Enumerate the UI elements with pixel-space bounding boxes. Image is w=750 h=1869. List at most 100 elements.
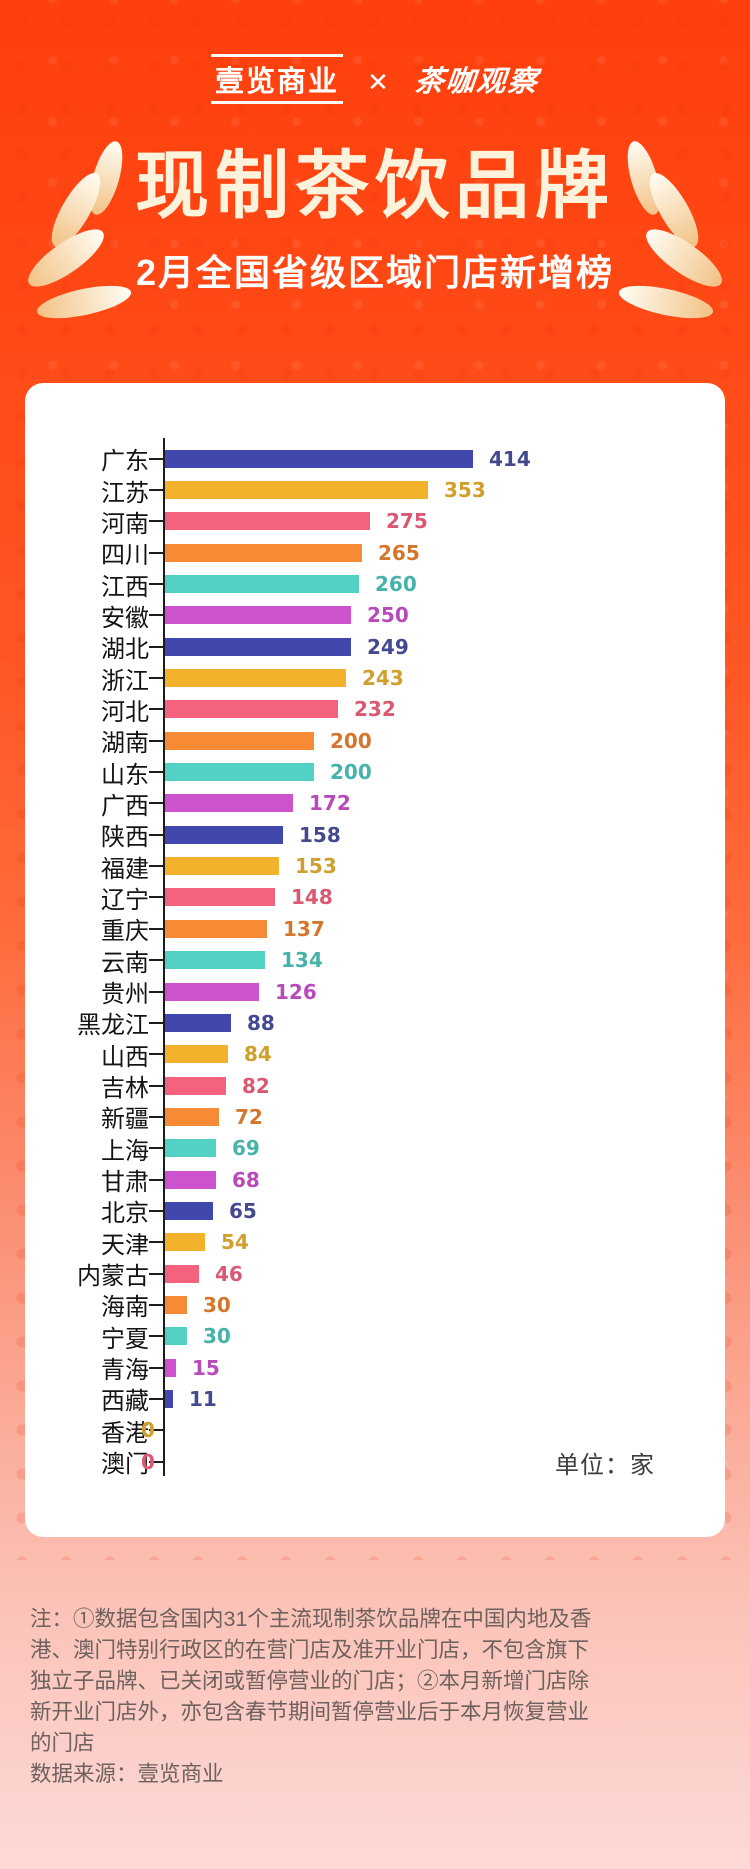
bar <box>165 543 362 562</box>
category-label: 上海 <box>101 1137 149 1165</box>
category-label: 湖北 <box>101 636 149 664</box>
category-label: 澳门 <box>101 1451 149 1479</box>
axis-tick <box>149 896 163 899</box>
value-label: 414 <box>489 446 531 471</box>
chart-row: 福建 153 <box>25 850 725 883</box>
bar <box>165 825 283 844</box>
bar <box>165 700 338 719</box>
axis-tick <box>149 1460 163 1463</box>
bar <box>165 919 267 938</box>
bar <box>165 1139 216 1158</box>
category-label: 广东 <box>101 448 149 476</box>
bar <box>165 1170 216 1189</box>
axis-tick <box>149 520 163 523</box>
unit-label: 单位：家 <box>555 1452 655 1479</box>
chart-row: 江西 260 <box>25 568 725 601</box>
category-label: 贵州 <box>101 981 149 1009</box>
axis-tick <box>149 489 163 492</box>
chart-row: 广东 414 <box>25 443 725 476</box>
category-label: 海南 <box>101 1294 149 1322</box>
bar <box>165 857 279 876</box>
bar <box>165 763 314 782</box>
chart-row: 辽宁 148 <box>25 882 725 914</box>
footer-notes: 注：①数据包含国内31个主流现制茶饮品牌在中国内地及香 港、澳门特别行政区的在营… <box>30 1604 710 1790</box>
bar <box>165 1327 187 1346</box>
axis-tick <box>149 457 163 460</box>
chart-row: 云南 134 <box>25 945 725 977</box>
value-label: 46 <box>215 1261 243 1286</box>
category-label: 甘肃 <box>101 1169 149 1197</box>
category-label: 山西 <box>101 1043 149 1071</box>
y-axis-line <box>163 438 165 1476</box>
category-label: 天津 <box>101 1231 149 1259</box>
chart-row: 湖南 200 <box>25 725 725 758</box>
bar <box>165 637 351 656</box>
chart-row: 河北 232 <box>25 694 725 726</box>
value-label: 68 <box>232 1167 260 1192</box>
category-label: 辽宁 <box>101 886 149 914</box>
axis-tick <box>149 677 163 680</box>
bar-chart: 广东 414 江苏 353 河南 275 四川 265 江西 260 安徽 250 湖北 249 浙江 243… <box>25 443 725 1479</box>
axis-tick <box>149 1335 163 1338</box>
axis-tick <box>149 990 163 993</box>
chart-row: 新疆 72 <box>25 1101 725 1134</box>
value-label: 0 <box>141 1449 155 1474</box>
axis-tick <box>149 708 163 711</box>
bar <box>165 1107 219 1126</box>
category-label: 广西 <box>101 792 149 820</box>
chart-row: 吉林 82 <box>25 1070 725 1103</box>
bar <box>165 575 359 594</box>
axis-tick <box>149 959 163 962</box>
value-label: 0 <box>141 1418 155 1443</box>
chart-row: 内蒙古 46 <box>25 1258 725 1291</box>
note-line: 独立子品牌、已关闭或暂停营业的门店；②本月新增门店除 <box>30 1669 590 1693</box>
axis-tick <box>149 771 163 774</box>
bar <box>165 481 428 500</box>
value-label: 30 <box>203 1292 231 1317</box>
category-label: 湖南 <box>101 730 149 758</box>
axis-tick <box>149 833 163 836</box>
bar <box>165 1201 213 1220</box>
chart-row: 澳门 0 <box>25 1446 725 1479</box>
axis-tick <box>149 1209 163 1212</box>
category-label: 云南 <box>101 949 149 977</box>
category-label: 山东 <box>101 761 149 789</box>
note-line: 的门店 <box>30 1731 95 1755</box>
chart-row: 青海 15 <box>25 1352 725 1385</box>
value-label: 72 <box>235 1104 263 1129</box>
bar <box>165 1295 187 1314</box>
value-label: 137 <box>283 916 325 941</box>
bar <box>165 731 314 750</box>
category-label: 北京 <box>101 1200 149 1228</box>
axis-tick <box>149 927 163 930</box>
value-label: 11 <box>189 1386 217 1411</box>
chart-row: 海南 30 <box>25 1289 725 1322</box>
axis-tick <box>149 1303 163 1306</box>
axis-tick <box>149 802 163 805</box>
category-label: 浙江 <box>101 667 149 695</box>
value-label: 82 <box>242 1073 270 1098</box>
value-label: 260 <box>375 572 417 597</box>
value-label: 134 <box>281 948 323 973</box>
category-label: 福建 <box>101 855 149 883</box>
axis-tick <box>149 1178 163 1181</box>
logo-chaka-guancha: 茶咖观察 <box>412 66 541 98</box>
value-label: 243 <box>362 666 404 691</box>
axis-tick <box>149 1053 163 1056</box>
value-label: 69 <box>232 1136 260 1161</box>
axis-tick <box>149 1115 163 1118</box>
axis-tick <box>149 551 163 554</box>
value-label: 249 <box>367 634 409 659</box>
logo-separator-x-icon: ✕ <box>367 67 391 97</box>
chart-row: 陕西 158 <box>25 819 725 852</box>
page-subtitle: 2月全国省级区域门店新增榜 <box>135 252 615 293</box>
chart-row: 河南 275 <box>25 506 725 538</box>
value-label: 15 <box>192 1355 220 1380</box>
chart-row: 天津 54 <box>25 1227 725 1259</box>
bar <box>165 951 265 970</box>
chart-row: 黑龙江 88 <box>25 1007 725 1040</box>
bar <box>165 1264 199 1283</box>
category-label: 西藏 <box>101 1388 149 1416</box>
laurel-leaves-left-icon <box>28 141 132 319</box>
category-label: 内蒙古 <box>77 1263 149 1291</box>
